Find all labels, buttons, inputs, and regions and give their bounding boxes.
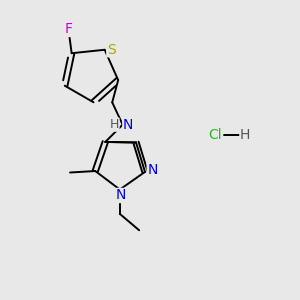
Text: F: F — [65, 22, 73, 36]
Text: N: N — [116, 188, 127, 203]
Text: H: H — [110, 118, 119, 131]
Text: S: S — [107, 43, 116, 57]
Text: Cl: Cl — [208, 128, 222, 142]
Text: N: N — [147, 164, 158, 177]
Text: H: H — [240, 128, 250, 142]
Text: N: N — [123, 118, 133, 132]
